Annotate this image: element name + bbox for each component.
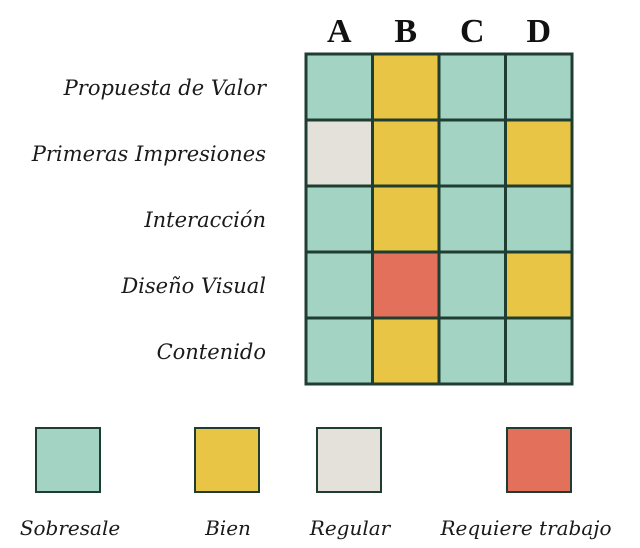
cell-primeras-impresiones-c [437,118,507,188]
legend-swatch-bien [194,427,260,493]
row-label-interaccion: Interacción [143,208,266,232]
legend-label-bien: Bien [204,516,251,540]
legend: Sobresale Bien Regular Requiere trabajo [20,427,612,540]
cell-contenido-c [437,316,507,386]
heatmap-cells [304,52,574,386]
cell-interaccion-d [504,184,574,254]
cell-contenido-a [304,316,374,386]
cell-interaccion-a [304,184,374,254]
cell-interaccion-c [437,184,507,254]
cell-contenido-b [371,316,441,386]
legend-swatch-regular [316,427,382,493]
legend-swatch-sobresale [35,427,101,493]
cell-propuesta-de-valor-a [304,52,374,122]
column-header-d: D [526,13,551,50]
column-headers: A B C D [327,13,551,50]
row-label-propuesta-de-valor: Propuesta de Valor [63,76,268,100]
row-label-diseno-visual: Diseño Visual [120,274,266,298]
legend-label-sobresale: Sobresale [20,516,120,540]
column-header-c: C [460,13,485,50]
legend-label-regular: Regular [309,516,392,540]
legend-label-requiere-trabajo: Requiere trabajo [439,516,611,540]
cell-propuesta-de-valor-b [371,52,441,122]
legend-swatch-requiere-trabajo [506,427,572,493]
row-labels: Propuesta de Valor Primeras Impresiones In… [31,76,268,364]
cell-diseno-visual-d [504,250,574,320]
cell-propuesta-de-valor-d [504,52,574,122]
cell-diseno-visual-c [437,250,507,320]
cell-primeras-impresiones-a [304,118,374,188]
cell-interaccion-b [371,184,441,254]
column-header-a: A [327,13,352,50]
cell-primeras-impresiones-d [504,118,574,188]
cell-contenido-d [504,316,574,386]
cell-diseno-visual-a [304,250,374,320]
cell-diseno-visual-b [371,250,441,320]
row-label-primeras-impresiones: Primeras Impresiones [31,142,266,166]
cell-primeras-impresiones-b [371,118,441,188]
column-header-b: B [394,13,417,50]
cell-propuesta-de-valor-c [437,52,507,122]
row-label-contenido: Contenido [157,340,266,364]
